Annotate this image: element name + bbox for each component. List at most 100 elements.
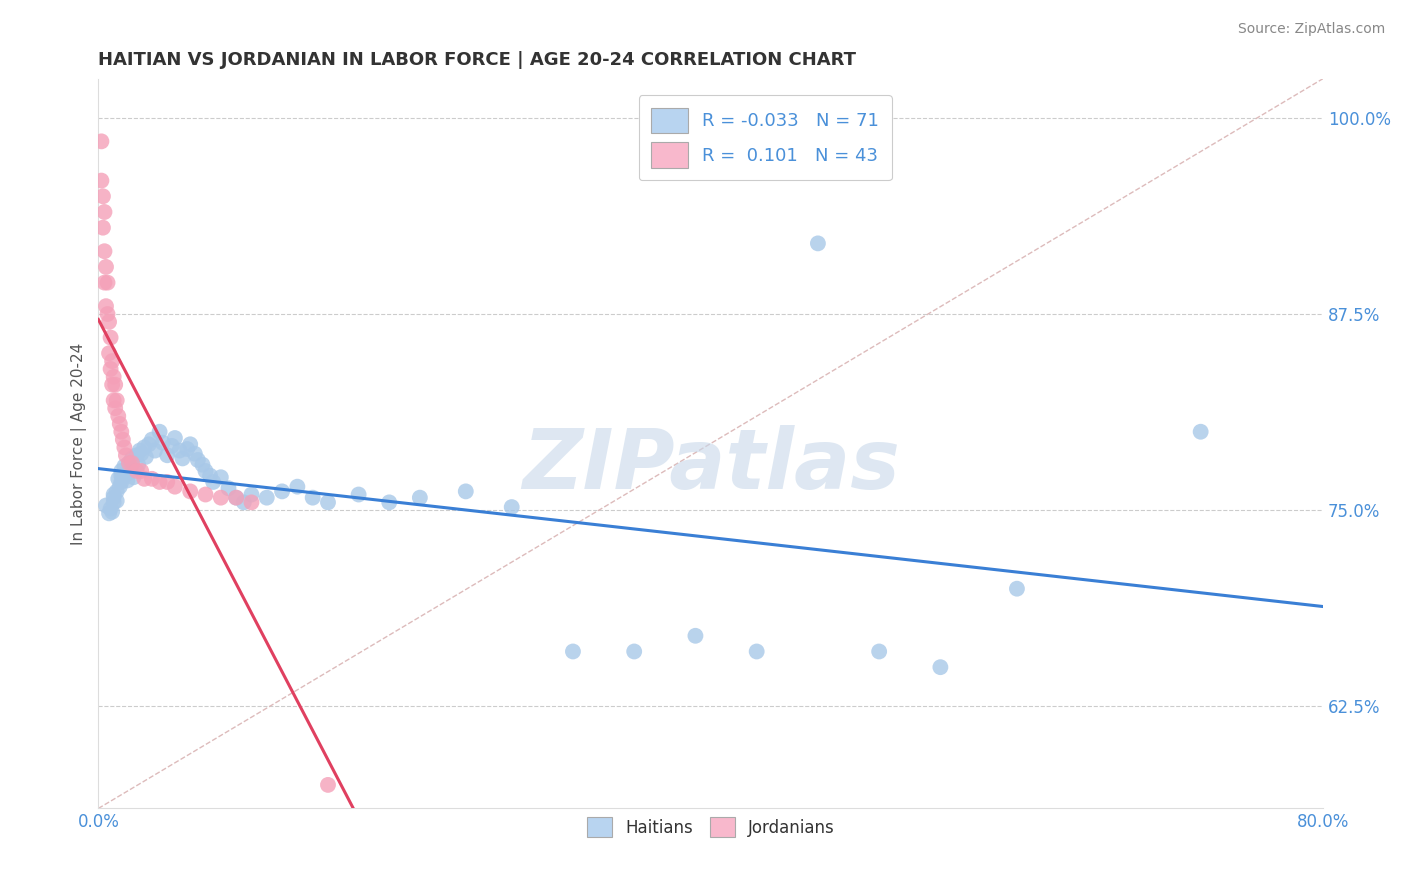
Point xyxy=(868,644,890,658)
Point xyxy=(149,425,172,439)
Point xyxy=(156,475,179,489)
Point xyxy=(94,499,117,513)
Point xyxy=(623,644,645,658)
Point xyxy=(149,475,172,489)
Point xyxy=(108,480,131,494)
Point xyxy=(121,456,143,470)
Point xyxy=(107,472,129,486)
Point xyxy=(152,435,174,450)
Point xyxy=(225,491,247,505)
Point xyxy=(685,629,707,643)
Point xyxy=(138,437,160,451)
Point xyxy=(807,236,830,251)
Point xyxy=(125,448,148,462)
Point xyxy=(105,484,128,499)
Point xyxy=(156,448,179,462)
Point xyxy=(202,475,225,489)
Point xyxy=(103,369,125,384)
Point xyxy=(100,362,122,376)
Point xyxy=(115,448,138,462)
Point xyxy=(194,487,217,501)
Point xyxy=(191,458,214,472)
Point xyxy=(98,315,121,329)
Point xyxy=(169,443,191,458)
Text: HAITIAN VS JORDANIAN IN LABOR FORCE | AGE 20-24 CORRELATION CHART: HAITIAN VS JORDANIAN IN LABOR FORCE | AG… xyxy=(98,51,856,69)
Point xyxy=(134,441,156,455)
Point xyxy=(110,425,132,439)
Point xyxy=(184,447,207,461)
Point xyxy=(103,487,125,501)
Point xyxy=(118,466,141,480)
Point xyxy=(218,481,240,495)
Point xyxy=(100,501,122,516)
Point xyxy=(111,470,134,484)
Point xyxy=(562,644,585,658)
Point xyxy=(112,459,135,474)
Point xyxy=(117,474,139,488)
Point xyxy=(163,431,186,445)
Point xyxy=(111,433,134,447)
Point xyxy=(93,205,115,219)
Text: ZIPatlas: ZIPatlas xyxy=(522,425,900,506)
Point xyxy=(121,451,143,466)
Point xyxy=(141,433,163,447)
Point xyxy=(105,493,128,508)
Point xyxy=(93,244,115,259)
Point xyxy=(115,467,138,482)
Point xyxy=(125,464,148,478)
Point xyxy=(93,276,115,290)
Point xyxy=(232,495,254,509)
Point xyxy=(112,441,135,455)
Y-axis label: In Labor Force | Age 20-24: In Labor Force | Age 20-24 xyxy=(72,343,87,545)
Point xyxy=(122,470,145,484)
Point xyxy=(94,299,117,313)
Point xyxy=(96,307,118,321)
Point xyxy=(110,475,132,489)
Point xyxy=(134,472,156,486)
Point xyxy=(129,464,152,478)
Point xyxy=(240,495,263,509)
Point xyxy=(929,660,952,674)
Point xyxy=(100,330,122,344)
Point xyxy=(316,778,339,792)
Point xyxy=(129,447,152,461)
Point xyxy=(98,346,121,360)
Point xyxy=(316,495,339,509)
Point xyxy=(108,417,131,431)
Point xyxy=(143,443,166,458)
Point xyxy=(409,491,432,505)
Point xyxy=(91,189,114,203)
Point xyxy=(128,443,150,458)
Point xyxy=(187,453,209,467)
Legend: Haitians, Jordanians: Haitians, Jordanians xyxy=(581,810,841,844)
Point xyxy=(198,468,221,483)
Point xyxy=(1189,425,1212,439)
Point xyxy=(378,495,401,509)
Point xyxy=(240,487,263,501)
Point xyxy=(745,644,768,658)
Point xyxy=(225,491,247,505)
Point xyxy=(110,468,132,483)
Point xyxy=(96,276,118,290)
Point xyxy=(103,491,125,505)
Point xyxy=(141,472,163,486)
Point xyxy=(118,456,141,470)
Point xyxy=(90,134,112,148)
Point xyxy=(501,500,523,514)
Point xyxy=(103,393,125,408)
Point xyxy=(127,458,149,472)
Point xyxy=(179,437,201,451)
Point xyxy=(347,487,370,501)
Point xyxy=(209,470,232,484)
Point xyxy=(94,260,117,274)
Point xyxy=(1005,582,1028,596)
Point xyxy=(176,442,198,456)
Point xyxy=(172,451,194,466)
Point xyxy=(120,462,142,476)
Point xyxy=(90,173,112,187)
Point xyxy=(163,480,186,494)
Point xyxy=(103,495,125,509)
Point xyxy=(194,464,217,478)
Point xyxy=(110,464,132,478)
Point xyxy=(179,484,201,499)
